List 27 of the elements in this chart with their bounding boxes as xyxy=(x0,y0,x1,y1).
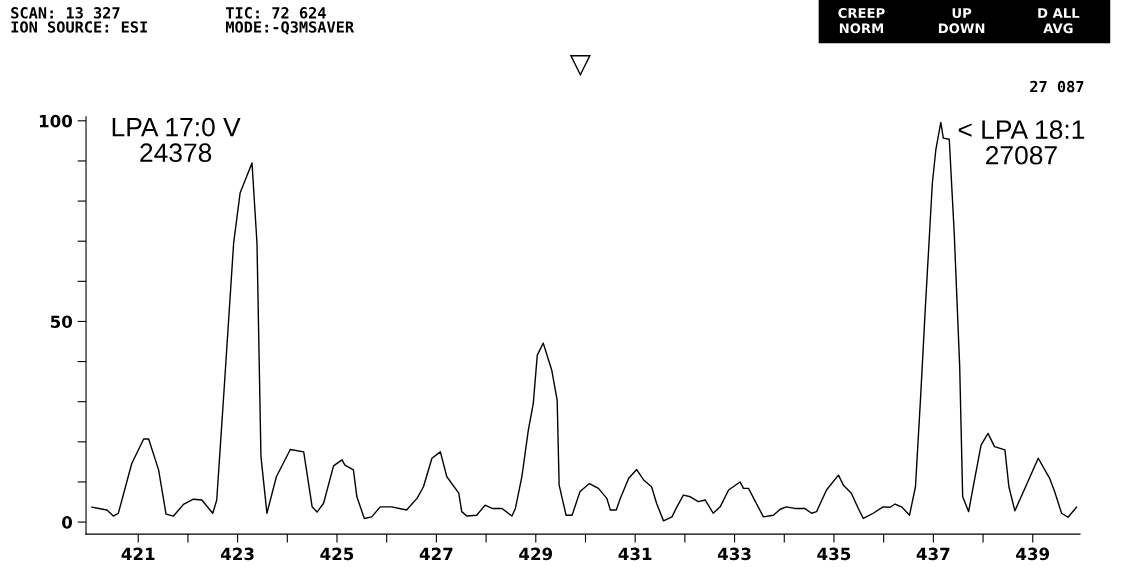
text: NORM xyxy=(839,23,884,34)
text: DOWN xyxy=(938,23,985,34)
text: D ALL xyxy=(1038,8,1080,18)
text: ▽ xyxy=(569,55,591,77)
text: AVG xyxy=(1043,23,1073,34)
x-tick-label: 433 xyxy=(717,547,751,561)
x-tick-label: 431 xyxy=(618,547,652,561)
x-tick-label: 427 xyxy=(419,547,453,560)
y-tick-label: 0 xyxy=(62,516,73,529)
x-tick-label: 423 xyxy=(220,547,254,561)
text: UP xyxy=(952,8,972,18)
y-tick-label: 50 xyxy=(50,315,73,329)
text: 27 087 xyxy=(1030,80,1084,93)
text: CREEP xyxy=(838,8,885,18)
text: TIC: 72 624 xyxy=(225,7,326,19)
x-tick-label: 437 xyxy=(916,547,950,561)
text: MODE:-Q3MSAVER xyxy=(225,21,355,35)
annotation: LPA 17:0 V 24378 xyxy=(112,117,241,163)
x-tick-label: 439 xyxy=(1016,547,1050,561)
text: ION SOURCE: ESI xyxy=(11,21,147,33)
x-tick-label: 435 xyxy=(817,547,851,561)
annotation: < LPA 18:1 27087 xyxy=(958,120,1085,165)
x-tick-label: 429 xyxy=(519,547,553,561)
text: SCAN: 13 327 xyxy=(11,7,120,19)
x-tick-label: 425 xyxy=(320,547,354,561)
x-tick-label: 421 xyxy=(121,547,155,560)
y-tick-label: 100 xyxy=(39,114,73,128)
